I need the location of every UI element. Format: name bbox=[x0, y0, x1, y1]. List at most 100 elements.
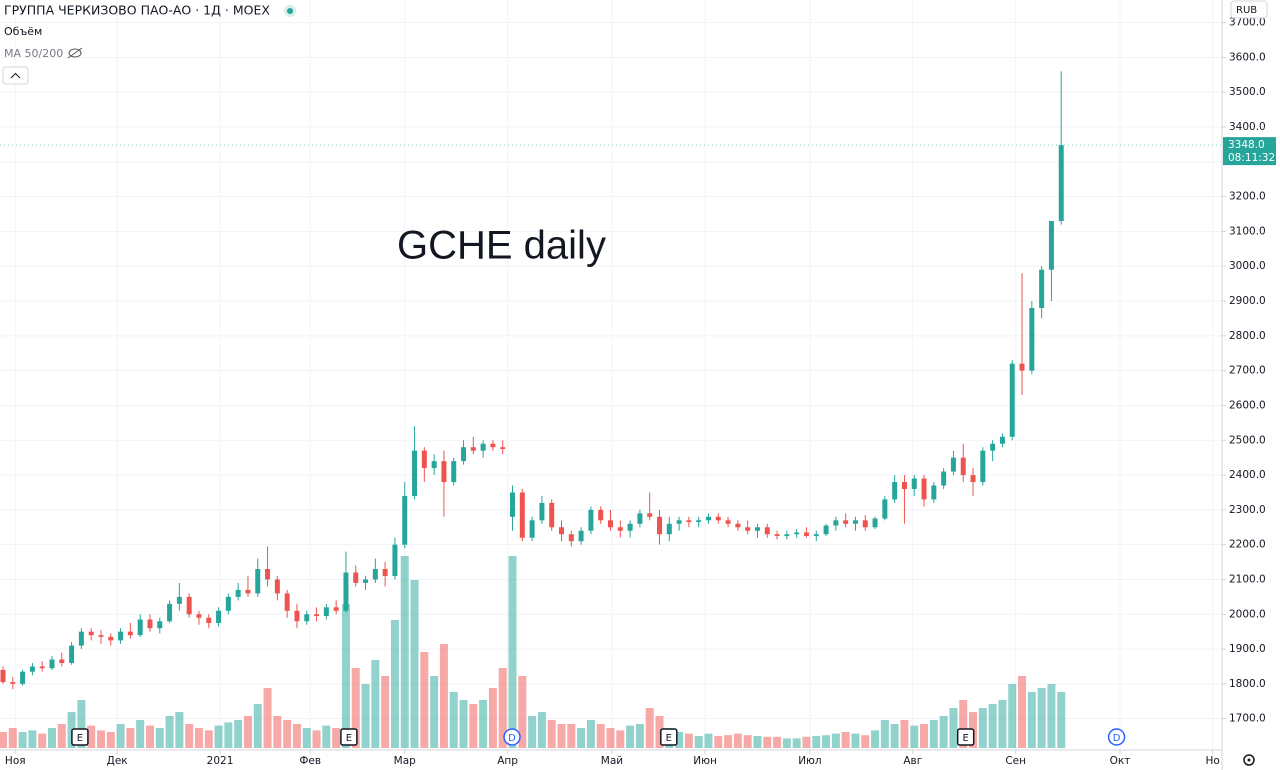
volume-bar bbox=[1037, 688, 1046, 748]
volume-bar bbox=[283, 720, 292, 748]
volume-bar bbox=[459, 700, 468, 748]
settings-icon[interactable] bbox=[1243, 754, 1255, 766]
volume-bar bbox=[635, 724, 644, 748]
volume-bar bbox=[537, 712, 546, 748]
volume-bar bbox=[381, 676, 390, 748]
volume-bar bbox=[194, 728, 203, 748]
volume-bar bbox=[47, 728, 56, 748]
x-tick-label: Ноя bbox=[5, 755, 26, 767]
candle-body bbox=[588, 509, 594, 531]
candle-body bbox=[137, 619, 143, 636]
candle-body bbox=[167, 603, 173, 622]
volume-bar bbox=[939, 716, 948, 748]
candle-body bbox=[647, 513, 653, 517]
candle-body bbox=[823, 525, 829, 535]
x-tick-label: Июн bbox=[693, 755, 717, 767]
volume-bar bbox=[145, 725, 154, 748]
volume-bar bbox=[567, 724, 576, 748]
volume-bar bbox=[949, 708, 958, 748]
candle-body bbox=[666, 523, 672, 535]
volume-bar bbox=[753, 736, 762, 748]
collapse-button[interactable] bbox=[2, 66, 29, 85]
event-label: E bbox=[346, 733, 352, 744]
x-tick-label: Дек bbox=[107, 755, 128, 767]
y-tick-label: 1800.0 bbox=[1229, 678, 1266, 690]
candle-body bbox=[176, 596, 182, 604]
volume-bar bbox=[302, 728, 311, 748]
candle-body bbox=[921, 478, 927, 500]
x-tick-label: Май bbox=[601, 755, 623, 767]
candle-body bbox=[186, 596, 192, 615]
candle-body bbox=[715, 516, 721, 521]
event-label: D bbox=[1113, 733, 1121, 744]
candle-body bbox=[803, 532, 809, 536]
currency: RUB bbox=[1236, 5, 1257, 16]
volume-bar bbox=[841, 732, 850, 748]
candle-body bbox=[363, 579, 369, 583]
candle-body bbox=[314, 614, 320, 617]
candle-body bbox=[1039, 269, 1045, 309]
x-tick-label: Сен bbox=[1005, 755, 1026, 767]
volume-bar bbox=[988, 704, 997, 748]
candle-body bbox=[265, 569, 271, 580]
volume-bar bbox=[77, 700, 86, 748]
last-price-label: 3348.0 bbox=[1228, 139, 1265, 151]
volume-bar bbox=[733, 733, 742, 748]
volume-bar bbox=[714, 736, 723, 748]
volume-bar bbox=[28, 730, 37, 748]
volume-bar bbox=[116, 724, 125, 748]
volume-bar bbox=[185, 724, 194, 748]
y-tick-label: 3000.0 bbox=[1229, 260, 1266, 272]
candle-body bbox=[519, 492, 525, 538]
currency-button[interactable]: RUB bbox=[1230, 0, 1268, 19]
volume-bar bbox=[557, 724, 566, 748]
candle-body bbox=[59, 659, 65, 663]
candle-body bbox=[970, 475, 976, 483]
volume-bar bbox=[430, 676, 439, 748]
y-tick-label: 1900.0 bbox=[1229, 643, 1266, 655]
volume-bar bbox=[351, 668, 360, 748]
volume-bar bbox=[831, 733, 840, 748]
candle-body bbox=[774, 534, 780, 536]
volume-bar bbox=[871, 730, 880, 748]
candle-body bbox=[323, 607, 329, 617]
eye-icon[interactable] bbox=[67, 47, 83, 59]
x-tick-label: Но bbox=[1205, 755, 1219, 767]
candle-body bbox=[98, 635, 104, 637]
y-tick-label: 3600.0 bbox=[1229, 51, 1266, 63]
candle-body bbox=[608, 520, 613, 528]
candle-body bbox=[598, 509, 604, 521]
candle-body bbox=[78, 631, 84, 646]
candle-body bbox=[343, 572, 349, 611]
volume-bar bbox=[645, 708, 654, 748]
candle-body bbox=[225, 596, 231, 611]
candle-body bbox=[980, 450, 986, 483]
candle-body bbox=[49, 659, 55, 669]
candle-body bbox=[402, 495, 408, 545]
candle-body bbox=[1029, 308, 1035, 371]
candle-body bbox=[235, 589, 241, 597]
volume-bar bbox=[626, 725, 635, 748]
x-tick-label: Авг bbox=[903, 755, 922, 767]
x-tick-label: Апр bbox=[497, 755, 518, 767]
volume-bar bbox=[253, 704, 262, 748]
candle-body bbox=[862, 520, 868, 528]
candle-body bbox=[216, 610, 222, 623]
volume-bar bbox=[322, 725, 331, 748]
candle-body bbox=[421, 450, 427, 469]
ma-label: MA 50/200 bbox=[4, 47, 63, 60]
candle-body bbox=[20, 671, 26, 684]
candle-body bbox=[451, 461, 457, 483]
candle-body bbox=[490, 443, 496, 448]
candle-body bbox=[127, 631, 133, 636]
candle-body bbox=[284, 593, 290, 611]
y-tick-label: 2300.0 bbox=[1229, 504, 1266, 516]
volume-bar bbox=[498, 668, 507, 748]
volume-bar bbox=[586, 720, 595, 748]
candle-body bbox=[754, 527, 760, 531]
candle-body bbox=[559, 527, 565, 535]
event-label: E bbox=[77, 733, 83, 744]
volume-bar bbox=[292, 724, 301, 748]
y-tick-label: 3100.0 bbox=[1229, 225, 1266, 237]
